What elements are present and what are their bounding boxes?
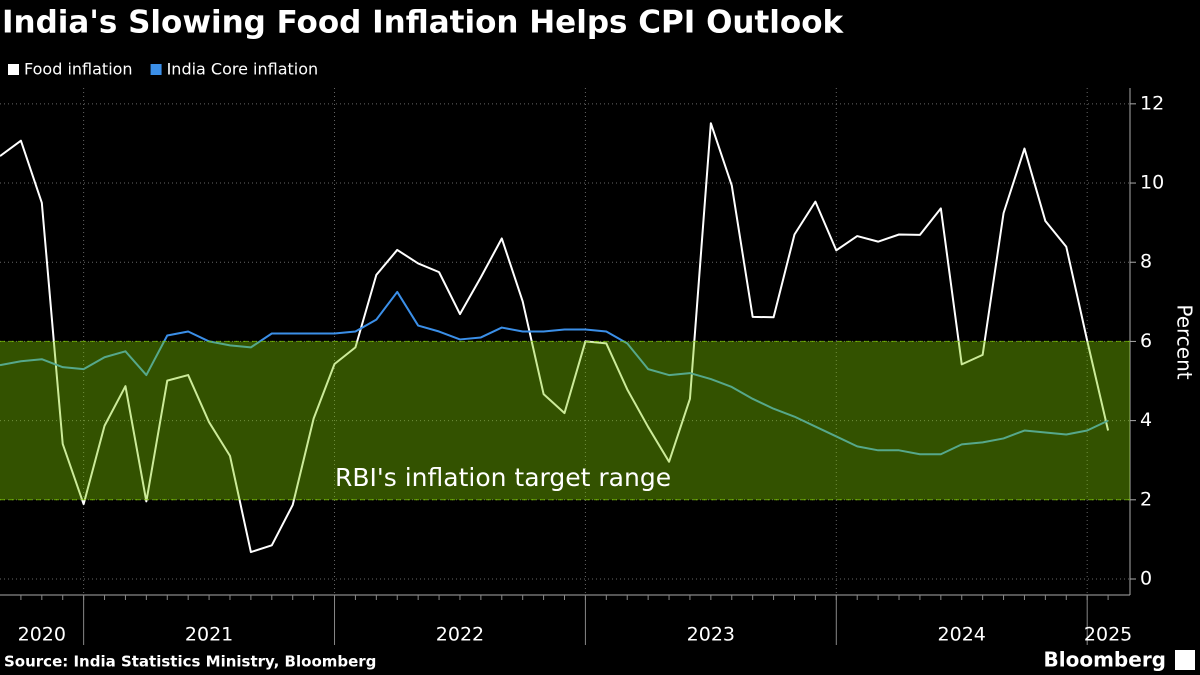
data-line: [0, 122, 1110, 554]
brand-icon: [1175, 650, 1195, 670]
legend-swatch: [8, 64, 19, 75]
y-tick-label: 10: [1140, 172, 1164, 194]
data-line: [0, 290, 1109, 456]
legend-swatch: [150, 64, 162, 75]
source: Source: India Statistics Ministry, Bloom…: [4, 653, 376, 671]
legend-label: India Core inflation: [167, 60, 319, 79]
target-band: [0, 341, 1130, 500]
y-axis-label: Percent: [1173, 304, 1197, 379]
x-tick-label: 2020: [18, 624, 66, 646]
y-tick-label: 8: [1140, 251, 1152, 273]
y-tick-label: 2: [1140, 488, 1152, 510]
y-tick-label: 12: [1140, 92, 1164, 114]
x-tick-label: 2023: [687, 624, 735, 646]
legend-label: Food inflation: [24, 60, 133, 79]
annotation: RBI's inflation target range: [335, 463, 671, 492]
chart-title: India's Slowing Food Inflation Helps CPI…: [2, 5, 845, 41]
x-tick-label: 2021: [185, 624, 233, 646]
brand: Bloomberg: [1044, 648, 1166, 672]
x-tick-label: 2025: [1084, 624, 1132, 646]
x-tick-label: 2022: [436, 624, 484, 646]
y-tick-label: 4: [1140, 409, 1152, 431]
y-tick-label: 0: [1140, 568, 1152, 590]
x-tick-label: 2024: [938, 624, 986, 646]
y-tick-label: 6: [1140, 330, 1152, 352]
